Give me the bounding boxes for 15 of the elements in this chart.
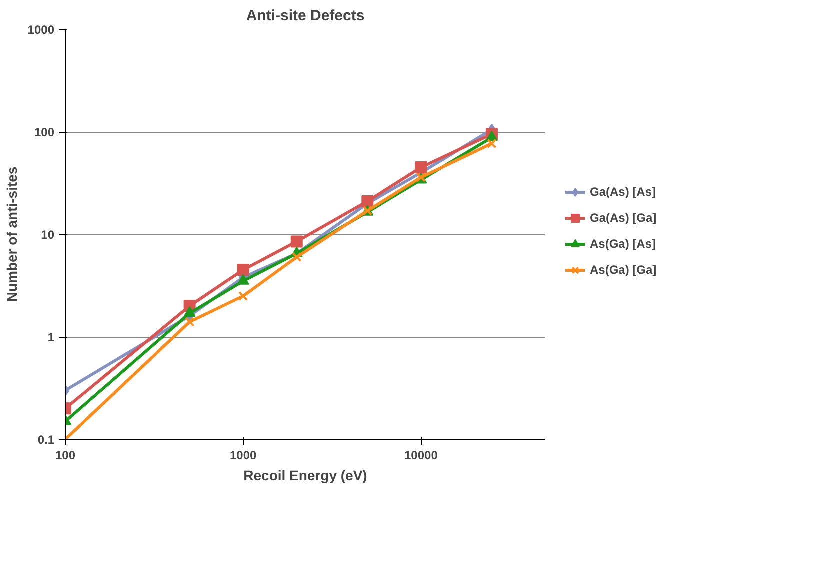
- y-tick-label: 1000: [28, 23, 55, 37]
- legend-label: Ga(As) [Ga]: [590, 211, 657, 225]
- legend-label: As(Ga) [Ga]: [590, 263, 657, 277]
- x-tick-label: 1000: [230, 448, 258, 462]
- x-tick-label: 10000: [404, 448, 438, 462]
- y-tick-label: 10: [41, 228, 55, 242]
- legend-label: Ga(As) [As]: [590, 185, 656, 199]
- chart-title: Anti-site Defects: [246, 8, 365, 24]
- x-tick-label: 100: [55, 448, 76, 462]
- y-tick-label: 1: [48, 330, 55, 344]
- y-tick-label: 0.1: [38, 433, 55, 447]
- x-axis-title: Recoil Energy (eV): [244, 468, 368, 484]
- legend-label: As(Ga) [As]: [590, 237, 656, 251]
- y-tick-label: 100: [34, 126, 55, 140]
- y-axis-title: Number of anti-sites: [4, 166, 20, 302]
